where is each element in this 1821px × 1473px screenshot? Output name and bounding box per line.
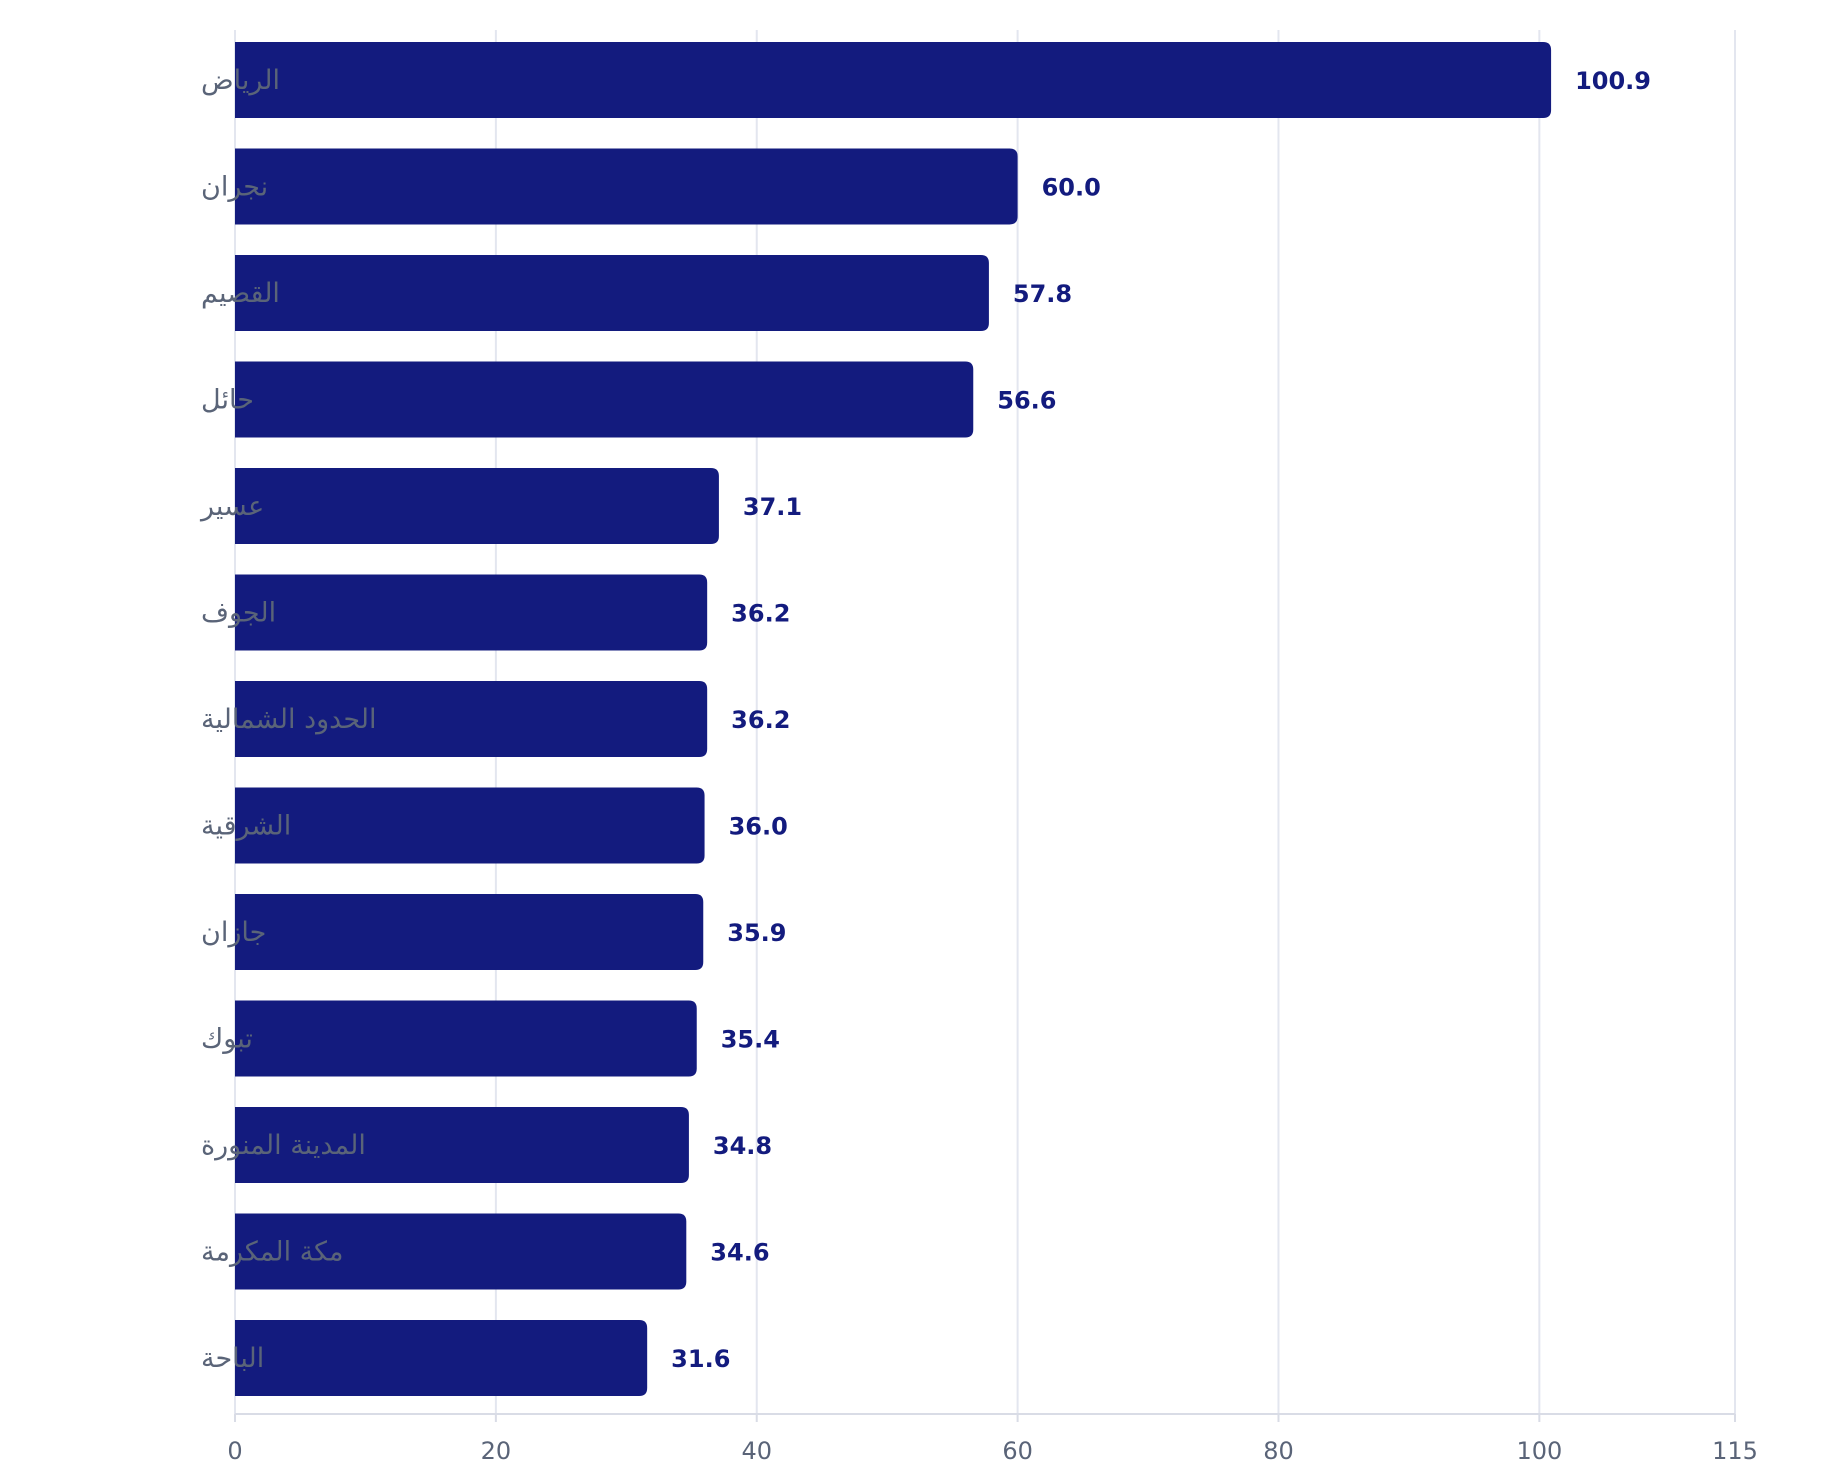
bar bbox=[235, 42, 1552, 118]
bars bbox=[235, 42, 1552, 1396]
category-label: الشرقية bbox=[201, 811, 291, 842]
category-label: عسير bbox=[199, 491, 264, 522]
value-label: 34.6 bbox=[710, 1239, 769, 1267]
bar bbox=[235, 681, 708, 757]
bar bbox=[235, 148, 1018, 225]
category-label: الحدود الشمالية bbox=[201, 704, 376, 735]
category-label: الرياض bbox=[201, 65, 280, 96]
labels: الرياض 100.9 نجران 60.0 القصيم 57.8 حائل 56.6 عس… bbox=[199, 65, 1651, 1374]
value-label: 37.1 bbox=[743, 493, 802, 521]
category-label: حائل bbox=[201, 385, 254, 416]
bar bbox=[235, 574, 708, 651]
value-label: 57.8 bbox=[1013, 280, 1072, 308]
bar bbox=[235, 787, 705, 864]
value-label: 36.0 bbox=[729, 813, 788, 841]
value-label: 36.2 bbox=[731, 600, 790, 628]
bar bbox=[235, 1000, 697, 1077]
bar bbox=[235, 468, 719, 544]
bar bbox=[235, 1107, 689, 1183]
bar bbox=[235, 1213, 687, 1290]
x-tick-label: 0 bbox=[227, 1437, 242, 1465]
value-label: 35.4 bbox=[721, 1026, 780, 1054]
x-tick-label: 20 bbox=[481, 1437, 512, 1465]
value-label: 60.0 bbox=[1042, 174, 1101, 202]
x-tick-label: 40 bbox=[741, 1437, 772, 1465]
bar bbox=[235, 255, 989, 331]
value-label: 35.9 bbox=[727, 919, 786, 947]
x-axis: 0 20 40 60 80 100 115 bbox=[227, 1413, 1758, 1465]
category-label: الجوف bbox=[201, 598, 276, 629]
value-label: 56.6 bbox=[997, 387, 1056, 415]
value-label: 31.6 bbox=[671, 1345, 730, 1373]
category-label: جازان bbox=[201, 917, 266, 948]
category-label: مكة المكرمة bbox=[201, 1237, 344, 1268]
x-tick-label: 100 bbox=[1516, 1437, 1562, 1465]
x-tick-label: 115 bbox=[1712, 1437, 1758, 1465]
x-tick-label: 60 bbox=[1002, 1437, 1033, 1465]
category-label: القصيم bbox=[201, 278, 280, 309]
value-label: 34.8 bbox=[713, 1132, 772, 1160]
bar bbox=[235, 361, 974, 438]
category-label: تبوك bbox=[201, 1024, 253, 1055]
value-label: 36.2 bbox=[731, 706, 790, 734]
value-label: 100.9 bbox=[1575, 67, 1651, 95]
x-tick-label: 80 bbox=[1263, 1437, 1294, 1465]
bar bbox=[235, 1320, 648, 1396]
category-label: نجران bbox=[201, 172, 268, 203]
bar bbox=[235, 894, 704, 970]
category-label: المدينة المنورة bbox=[201, 1130, 366, 1161]
category-label: الباحة bbox=[201, 1343, 264, 1374]
